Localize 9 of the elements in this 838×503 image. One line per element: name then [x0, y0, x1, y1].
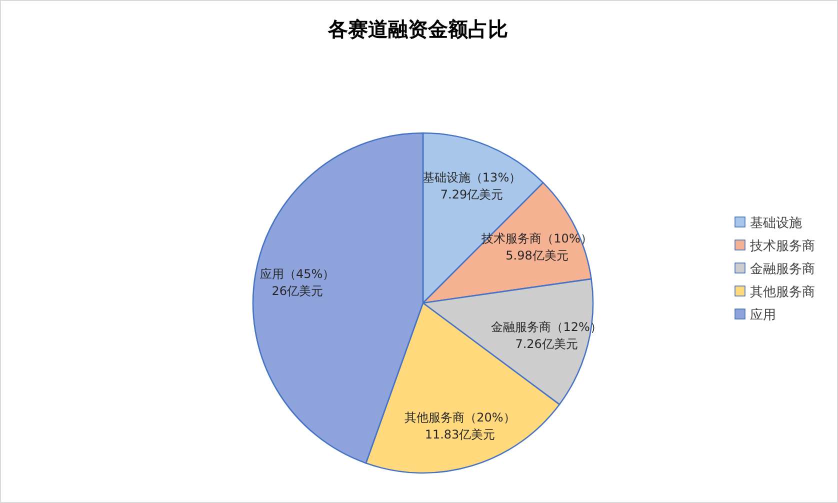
legend-label: 基础设施 [750, 216, 802, 231]
legend-label: 应用 [750, 307, 776, 323]
data-label: 其他服务商（20%） 11.83亿美元 [404, 410, 516, 442]
data-label: 基础设施（13%） 7.29亿美元 [422, 170, 522, 202]
legend-label: 金融服务商 [750, 262, 815, 277]
chart-title: 各赛道融资金额占比 [327, 17, 508, 41]
legend-label: 其他服务商 [750, 285, 815, 300]
data-label: 应用（45%） 26亿美元 [260, 266, 335, 298]
legend-label: 技术服务商 [749, 239, 815, 254]
